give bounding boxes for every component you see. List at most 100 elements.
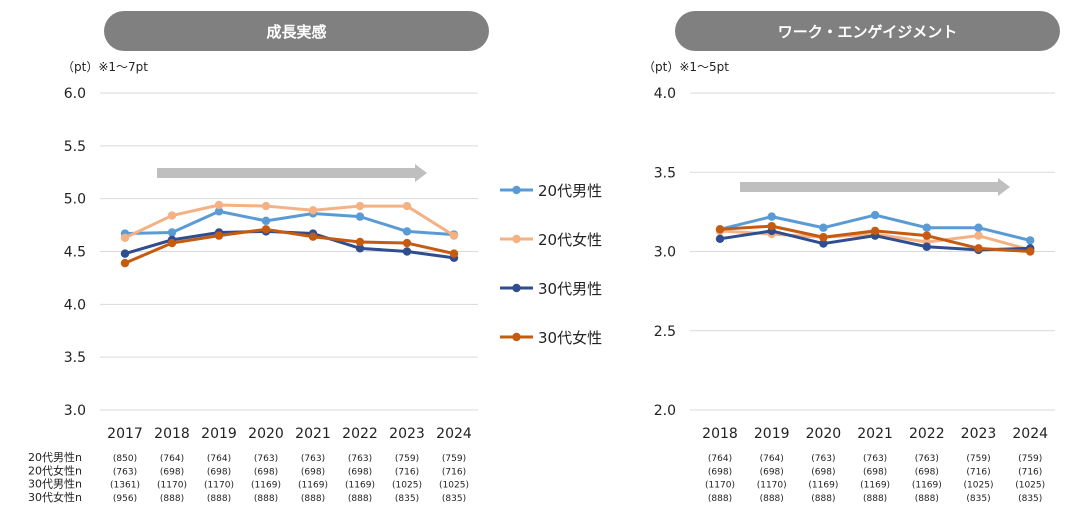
chart1-trend-arrow — [157, 164, 427, 182]
chart2-sample-size: (759) — [1018, 454, 1042, 464]
chart2-sample-size: (888) — [708, 494, 732, 504]
chart1-sample-size: (698) — [348, 467, 372, 477]
chart1-data-point — [402, 238, 412, 248]
chart1-series-line-2 — [124, 203, 455, 240]
chart2-data-point — [1026, 247, 1035, 256]
legend-label: 30代女性 — [538, 329, 602, 347]
chart1-ytick-label: 3.5 — [64, 350, 86, 366]
chart1-sample-size: (716) — [442, 467, 466, 477]
chart2-sample-size: (1170) — [757, 481, 787, 491]
chart1-ytick-label: 6.0 — [64, 86, 86, 102]
chart1-xtick-label: 2022 — [342, 426, 378, 442]
chart2-xtick-label: 2020 — [806, 426, 842, 442]
chart1-series-line-1 — [124, 209, 455, 237]
legend-label: 20代男性 — [538, 182, 602, 200]
sample-row-label: 30代女性n — [28, 490, 82, 504]
chart1-sample-size: (698) — [160, 467, 184, 477]
chart1-xtick-label: 2020 — [248, 426, 284, 442]
chart1-series-line-4 — [124, 227, 455, 265]
chart1-data-point — [402, 247, 412, 256]
chart2-data-point — [922, 223, 931, 232]
chart1-xtick-label: 2023 — [389, 426, 425, 442]
chart1-sample-size: (764) — [207, 454, 231, 464]
chart1-sample-size: (888) — [207, 494, 231, 504]
chart2-data-point — [819, 223, 828, 232]
chart1-sample-size: (956) — [113, 494, 137, 504]
chart2-data-point — [974, 223, 983, 232]
chart2-sample-size: (764) — [708, 454, 732, 464]
chart1-data-point — [308, 232, 318, 241]
chart1-sample-size: (1361) — [110, 481, 140, 491]
chart1-sample-size: (763) — [348, 454, 372, 464]
chart2-sample-size: (716) — [966, 467, 990, 477]
chart2-ytick-label: 2.0 — [654, 403, 676, 419]
legend-marker — [512, 234, 521, 244]
chart1-sample-size: (1170) — [157, 481, 187, 491]
chart2-data-point — [870, 226, 880, 236]
chart1-data-point — [355, 244, 365, 253]
chart2-sample-size: (716) — [1018, 467, 1042, 477]
chart2-sample-size: (1169) — [912, 481, 942, 491]
chart2-sample-size: (835) — [1018, 494, 1042, 504]
chart2-sample-size: (698) — [760, 467, 784, 477]
chart1-ytick-label: 5.0 — [64, 192, 86, 208]
chart1-data-point — [449, 231, 459, 240]
chart2-sample-size: (888) — [915, 494, 939, 504]
chart1-sample-size: (698) — [254, 467, 278, 477]
legend-label: 20代女性 — [538, 231, 602, 249]
chart2-sample-size: (698) — [708, 467, 732, 477]
chart1-unit-note: （pt）※1～7pt — [62, 60, 148, 74]
sample-row-label: 30代男性n — [28, 477, 82, 491]
chart1-ytick-label: 5.5 — [64, 139, 86, 155]
chart1-sample-size: (888) — [254, 494, 278, 504]
chart1-data-point — [167, 238, 177, 248]
chart1-sample-size: (759) — [395, 454, 419, 464]
chart2-sample-size: (698) — [811, 467, 835, 477]
chart2-sample-size: (1025) — [964, 481, 994, 491]
chart1-data-point — [402, 201, 412, 211]
chart1-sample-size: (764) — [160, 454, 184, 464]
chart1-data-point — [308, 206, 318, 215]
chart2-xtick-label: 2023 — [961, 426, 997, 442]
chart1-sample-size: (1025) — [392, 481, 422, 491]
chart1-title-pill: 成長実感 — [104, 11, 489, 51]
chart1-sample-size: (888) — [160, 494, 184, 504]
chart1-data-point — [214, 207, 224, 216]
chart1-sample-size: (835) — [442, 494, 466, 504]
chart2-sample-size: (764) — [760, 454, 784, 464]
chart2-sample-size: (698) — [863, 467, 887, 477]
chart2-ytick-label: 4.0 — [654, 86, 676, 102]
chart2-unit-note: （pt）※1～5pt — [643, 60, 729, 74]
chart2-sample-size: (1169) — [808, 481, 838, 491]
chart2-data-point — [767, 212, 776, 221]
chart1-data-point — [355, 201, 365, 211]
chart1-sample-size: (888) — [301, 494, 325, 504]
chart2-sample-size: (763) — [863, 454, 887, 464]
chart1-title: 成長実感 — [266, 22, 327, 41]
chart1-data-point — [214, 231, 224, 240]
chart1-sample-size: (1169) — [345, 481, 375, 491]
chart2-data-point — [767, 221, 776, 231]
legend-marker — [512, 332, 521, 342]
chart2-sample-size: (1169) — [860, 481, 890, 491]
chart1-data-point — [167, 228, 177, 237]
chart2-data-point — [922, 242, 931, 251]
chart2-sample-size: (1170) — [705, 481, 735, 491]
chart2-sample-size: (835) — [966, 494, 990, 504]
chart1-data-point — [120, 233, 130, 242]
legend-label: 30代男性 — [538, 280, 602, 298]
chart1-ytick-label: 4.5 — [64, 245, 86, 261]
chart1-sample-size: (1170) — [204, 481, 234, 491]
chart2-sample-size: (763) — [915, 454, 939, 464]
chart2-trend-arrow — [740, 178, 1010, 196]
chart1-sample-size: (1169) — [298, 481, 328, 491]
chart1-ytick-label: 4.0 — [64, 297, 86, 313]
chart1-sample-size: (698) — [301, 467, 325, 477]
chart1-sample-size: (698) — [207, 467, 231, 477]
chart2-sample-size: (759) — [966, 454, 990, 464]
chart1-sample-size: (888) — [348, 494, 372, 504]
chart1-data-point — [449, 249, 459, 258]
chart2-data-point — [870, 210, 880, 220]
chart1-xtick-label: 2017 — [107, 426, 143, 442]
chart2-sample-size: (888) — [863, 494, 887, 504]
